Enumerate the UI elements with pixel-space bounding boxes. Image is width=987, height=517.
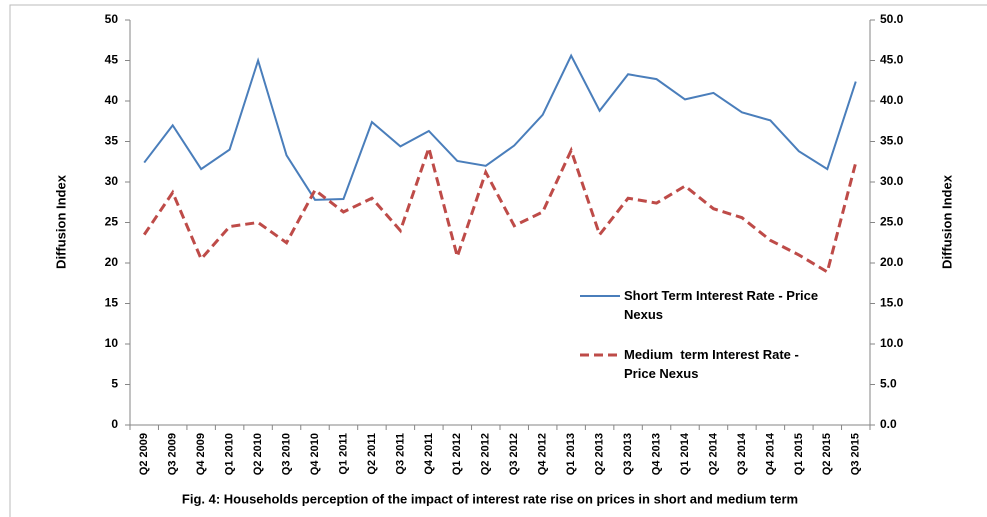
- y2-axis-title: Diffusion Index: [939, 174, 954, 269]
- x-tick-label: Q3 2015: [850, 433, 862, 475]
- series-line: [142, 142, 858, 275]
- y2-tick-label: 0.0: [880, 417, 897, 431]
- x-tick-label: Q3 2009: [167, 433, 179, 475]
- x-tick-label: Q4 2013: [650, 433, 662, 475]
- y2-tick-label: 20.0: [880, 255, 904, 269]
- y-axis-title: Diffusion Index: [53, 174, 68, 269]
- y-tick-label: 10: [105, 336, 119, 350]
- y-tick-label: 30: [105, 174, 119, 188]
- x-tick-label: Q2 2009: [138, 433, 150, 475]
- y2-tick-label: 50.0: [880, 12, 904, 26]
- x-tick-label: Q1 2010: [224, 433, 236, 475]
- x-tick-label: Q1 2012: [451, 433, 463, 475]
- x-tick-label: Q4 2014: [764, 432, 776, 475]
- x-tick-label: Q4 2010: [309, 433, 321, 475]
- y2-tick-label: 35.0: [880, 134, 904, 148]
- y-tick-label: 25: [105, 215, 119, 229]
- x-tick-label: Q1 2011: [337, 433, 349, 475]
- legend-label: Medium term Interest Rate - Price Nexus: [624, 347, 803, 381]
- y2-tick-label: 15.0: [880, 296, 904, 310]
- x-tick-label: Q1 2014: [679, 432, 691, 475]
- x-tick-label: Q3 2011: [394, 433, 406, 475]
- x-tick-label: Q2 2013: [594, 433, 606, 475]
- x-tick-label: Q4 2012: [537, 433, 549, 475]
- y-tick-label: 15: [105, 296, 119, 310]
- y-tick-label: 0: [111, 417, 118, 431]
- y2-tick-label: 45.0: [880, 53, 904, 67]
- y-tick-label: 50: [105, 12, 119, 26]
- y-tick-label: 5: [111, 377, 118, 391]
- x-tick-label: Q2 2011: [366, 433, 378, 475]
- y2-tick-label: 5.0: [880, 377, 897, 391]
- x-tick-label: Q3 2014: [736, 432, 748, 475]
- x-tick-label: Q2 2012: [480, 433, 492, 475]
- y2-tick-label: 10.0: [880, 336, 904, 350]
- x-tick-label: Q1 2015: [793, 433, 805, 475]
- series-line: [143, 53, 857, 201]
- x-tick-label: Q3 2012: [508, 433, 520, 475]
- y-tick-label: 40: [105, 93, 119, 107]
- y-tick-label: 20: [105, 255, 119, 269]
- y2-tick-label: 30.0: [880, 174, 904, 188]
- caption: Fig. 4: Households perception of the imp…: [182, 491, 798, 506]
- x-tick-label: Q4 2011: [423, 433, 435, 475]
- x-tick-label: Q2 2014: [707, 432, 719, 475]
- x-tick-label: Q1 2013: [565, 433, 577, 475]
- x-tick-label: Q2 2010: [252, 433, 264, 475]
- chart-frame: [9, 4, 987, 517]
- x-tick-label: Q2 2015: [821, 433, 833, 475]
- legend-label: Short Term Interest Rate - Price Nexus: [624, 288, 822, 322]
- x-tick-label: Q3 2010: [280, 433, 292, 475]
- y2-tick-label: 25.0: [880, 215, 904, 229]
- y-tick-label: 45: [105, 53, 119, 67]
- x-tick-label: Q3 2013: [622, 433, 634, 475]
- y-tick-label: 35: [105, 134, 119, 148]
- x-tick-label: Q4 2009: [195, 433, 207, 475]
- y2-tick-label: 40.0: [880, 93, 904, 107]
